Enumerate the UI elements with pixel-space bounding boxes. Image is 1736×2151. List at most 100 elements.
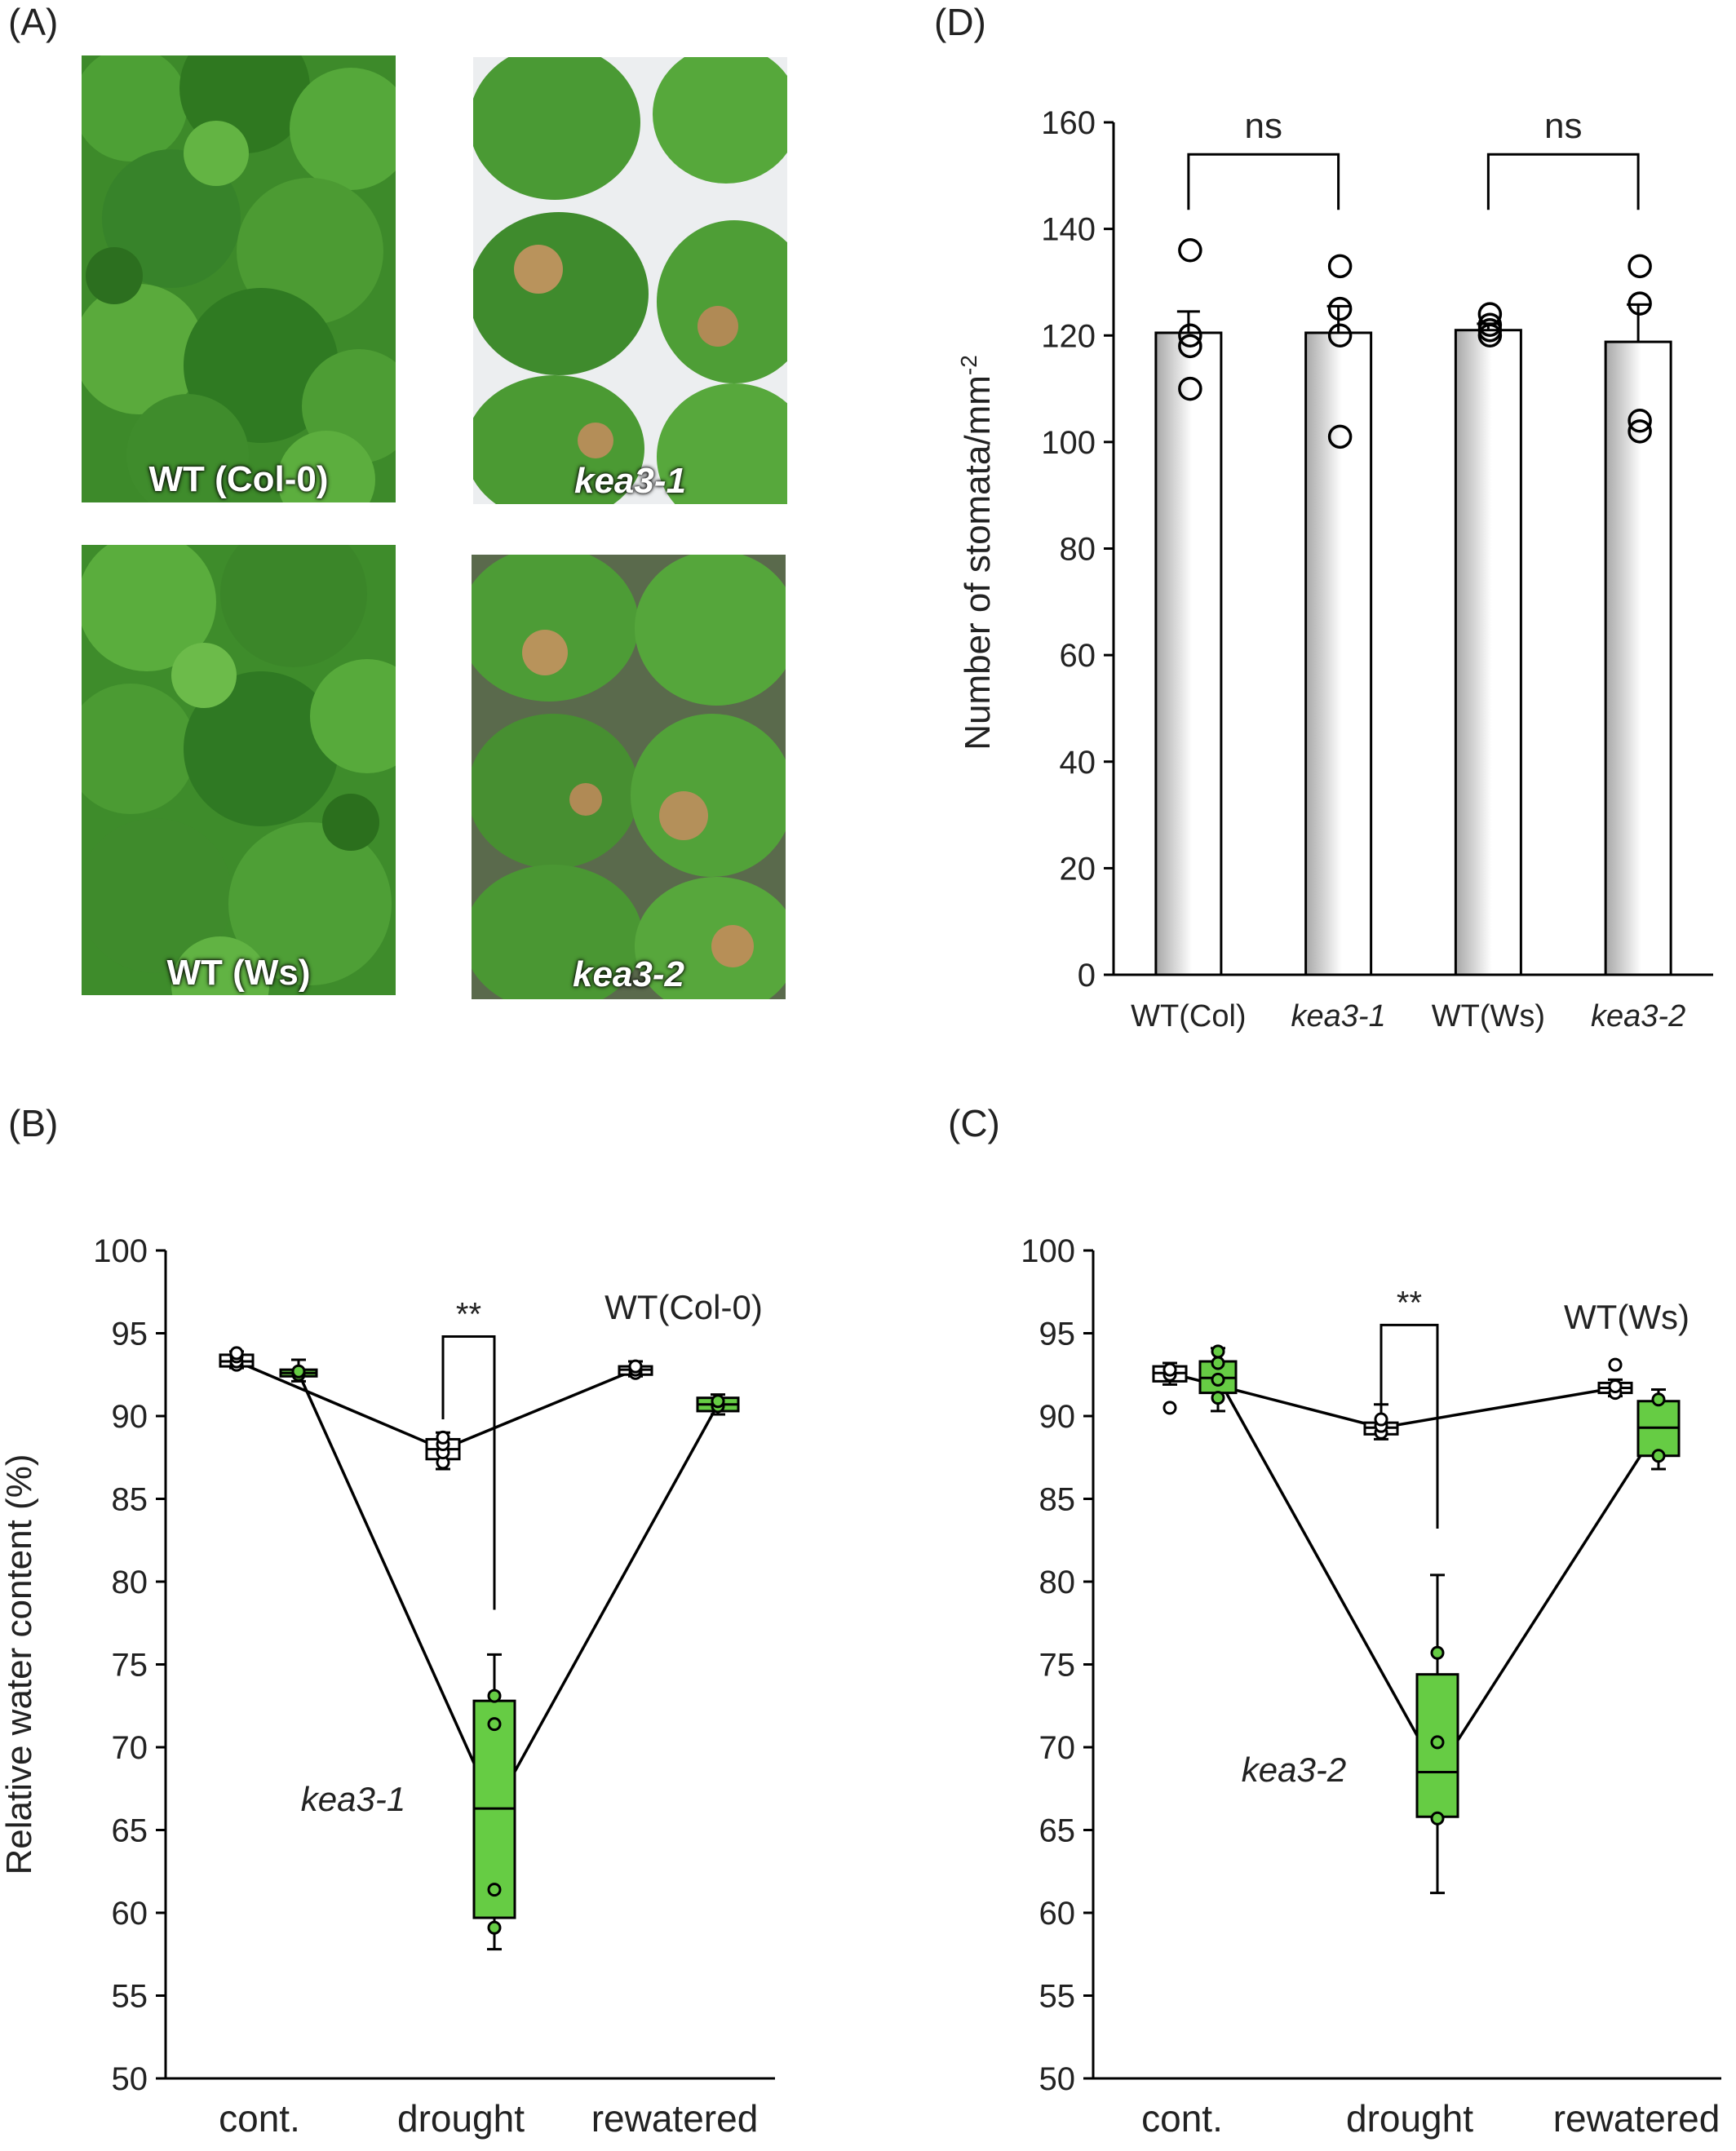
- bar: [1154, 331, 1223, 976]
- panel-label-c: (C): [948, 1102, 1000, 1144]
- data-point: [1628, 419, 1652, 444]
- y-tick-label: 90: [1039, 1399, 1076, 1435]
- significance-bracket: [1380, 1323, 1439, 1529]
- bar: [1454, 329, 1522, 976]
- panel-label-b: (B): [8, 1102, 59, 1144]
- series-label-kea: kea3-2: [1242, 1750, 1346, 1789]
- kea-data-point: [1430, 1735, 1445, 1750]
- kea-data-point: [487, 1717, 502, 1732]
- x-tick-label: kea3-2: [1591, 999, 1685, 1033]
- data-point: [1477, 323, 1503, 347]
- y-tick-label: 95: [1039, 1317, 1076, 1352]
- data-point: [1327, 254, 1353, 279]
- photo-label-kea3-1: kea3-1: [574, 461, 687, 501]
- x-tick-label: cont.: [1141, 2097, 1223, 2140]
- bar: [1604, 340, 1672, 976]
- significance-label: ns: [1544, 106, 1582, 146]
- x-tick-label: WT(Ws): [1432, 999, 1545, 1033]
- wt-data-point: [1162, 1362, 1177, 1377]
- wt-data-point: [628, 1359, 643, 1374]
- y-tick-label: 85: [112, 1482, 148, 1518]
- y-tick-label: 0: [1078, 958, 1096, 994]
- bar: [1304, 331, 1373, 976]
- y-tick-label: 90: [112, 1399, 148, 1435]
- x-tick-label: WT(Col): [1131, 999, 1246, 1033]
- y-tick-label: 85: [1039, 1482, 1076, 1518]
- x-tick-label: drought: [1346, 2097, 1473, 2140]
- y-tick-label: 140: [1041, 212, 1096, 248]
- y-axis-title: Relative water content (%): [0, 1454, 39, 1875]
- kea-data-point: [291, 1364, 306, 1379]
- wt-data-point: [1374, 1412, 1388, 1427]
- y-tick-label: 100: [1041, 425, 1096, 461]
- kea-data-point: [1211, 1356, 1225, 1370]
- y-tick-label: 75: [112, 1648, 148, 1684]
- wt-data-point: [229, 1346, 244, 1361]
- x-tick-label: drought: [397, 2097, 525, 2140]
- photo-label-wt-col0: WT (Col-0): [148, 459, 329, 499]
- y-tick-label: 80: [1039, 1565, 1076, 1600]
- y-axis-title-superscript: -2: [956, 355, 981, 375]
- y-axis-title-text: Number of stomata/mm: [958, 375, 998, 750]
- photo-wt-ws: WT (Ws): [82, 545, 396, 995]
- series-label-wt: WT(Col-0): [604, 1288, 763, 1326]
- photo-label-kea3-2: kea3-2: [572, 954, 685, 994]
- data-point: [1327, 424, 1353, 449]
- y-tick-label: 60: [1060, 638, 1096, 674]
- y-tick-label: 55: [1039, 1979, 1076, 2015]
- y-tick-label: 60: [1039, 1896, 1076, 1932]
- significance-label: **: [456, 1297, 481, 1333]
- kea-data-point: [1430, 1811, 1445, 1826]
- kea-data-point: [487, 1920, 502, 1935]
- wt-data-point: [1608, 1357, 1623, 1372]
- series-label-kea: kea3-1: [301, 1780, 405, 1818]
- y-tick-label: 80: [1060, 532, 1096, 568]
- kea-data-point: [1211, 1344, 1225, 1359]
- y-tick-label: 75: [1039, 1648, 1076, 1684]
- photo-kea3-1: kea3-1: [473, 57, 787, 504]
- wt-data-point: [436, 1430, 450, 1445]
- rwc-box-chart-kea3-2: 50 55 60 65 70 75 80 85 90 95 100 cont. drought rewat…: [1021, 1233, 1721, 2140]
- wt-data-point: [1162, 1401, 1177, 1415]
- photo-kea3-2: kea3-2: [472, 555, 786, 999]
- rwc-box-chart-kea3-1: 50 55 60 65 70 75 80 85 90 95 100 Relative water co…: [0, 1233, 775, 2140]
- data-point: [1178, 376, 1202, 401]
- series-label-wt: WT(Ws): [1564, 1298, 1690, 1336]
- kea-data-point: [1211, 1391, 1225, 1405]
- y-tick-label: 80: [112, 1565, 148, 1600]
- y-tick-label: 20: [1060, 851, 1096, 887]
- y-tick-label: 55: [112, 1979, 148, 2015]
- y-tick-label: 95: [112, 1317, 148, 1352]
- significance-bracket: [1486, 153, 1640, 210]
- y-axis-title: Number of stomata/mm-2: [956, 355, 998, 750]
- data-point: [1628, 409, 1652, 433]
- stomata-bar-chart: 0 20 40 60 80 100 120 140 160 Number of stomata/m…: [956, 105, 1713, 1033]
- data-point: [1178, 334, 1202, 359]
- kea-data-point: [1651, 1449, 1666, 1463]
- kea-data-point: [1651, 1392, 1666, 1407]
- data-point: [1327, 296, 1353, 321]
- y-tick-label: 65: [1039, 1813, 1076, 1849]
- kea-data-point: [487, 1688, 502, 1703]
- significance-label: **: [1397, 1285, 1422, 1321]
- y-tick-label: 60: [112, 1896, 148, 1932]
- y-tick-label: 160: [1041, 105, 1096, 141]
- plant-canopy-image: [82, 55, 396, 502]
- kea-data-point: [1430, 1645, 1445, 1660]
- x-tick-label: cont.: [219, 2097, 300, 2140]
- panel-label-a: (A): [8, 1, 59, 43]
- photo-label-wt-ws: WT (Ws): [166, 953, 311, 993]
- x-tick-label: kea3-1: [1291, 999, 1386, 1033]
- significance-label: ns: [1245, 106, 1282, 146]
- x-tick-label: rewatered: [591, 2097, 759, 2140]
- data-point: [1327, 323, 1353, 347]
- y-tick-label: 70: [1039, 1730, 1076, 1766]
- y-tick-label: 50: [1039, 2061, 1076, 2097]
- significance-bracket: [1187, 153, 1340, 210]
- data-point: [1628, 291, 1652, 316]
- kea-data-point: [487, 1883, 502, 1897]
- plant-canopy-image: [473, 57, 787, 504]
- y-tick-label: 50: [112, 2061, 148, 2097]
- kea-data-point: [1211, 1372, 1225, 1387]
